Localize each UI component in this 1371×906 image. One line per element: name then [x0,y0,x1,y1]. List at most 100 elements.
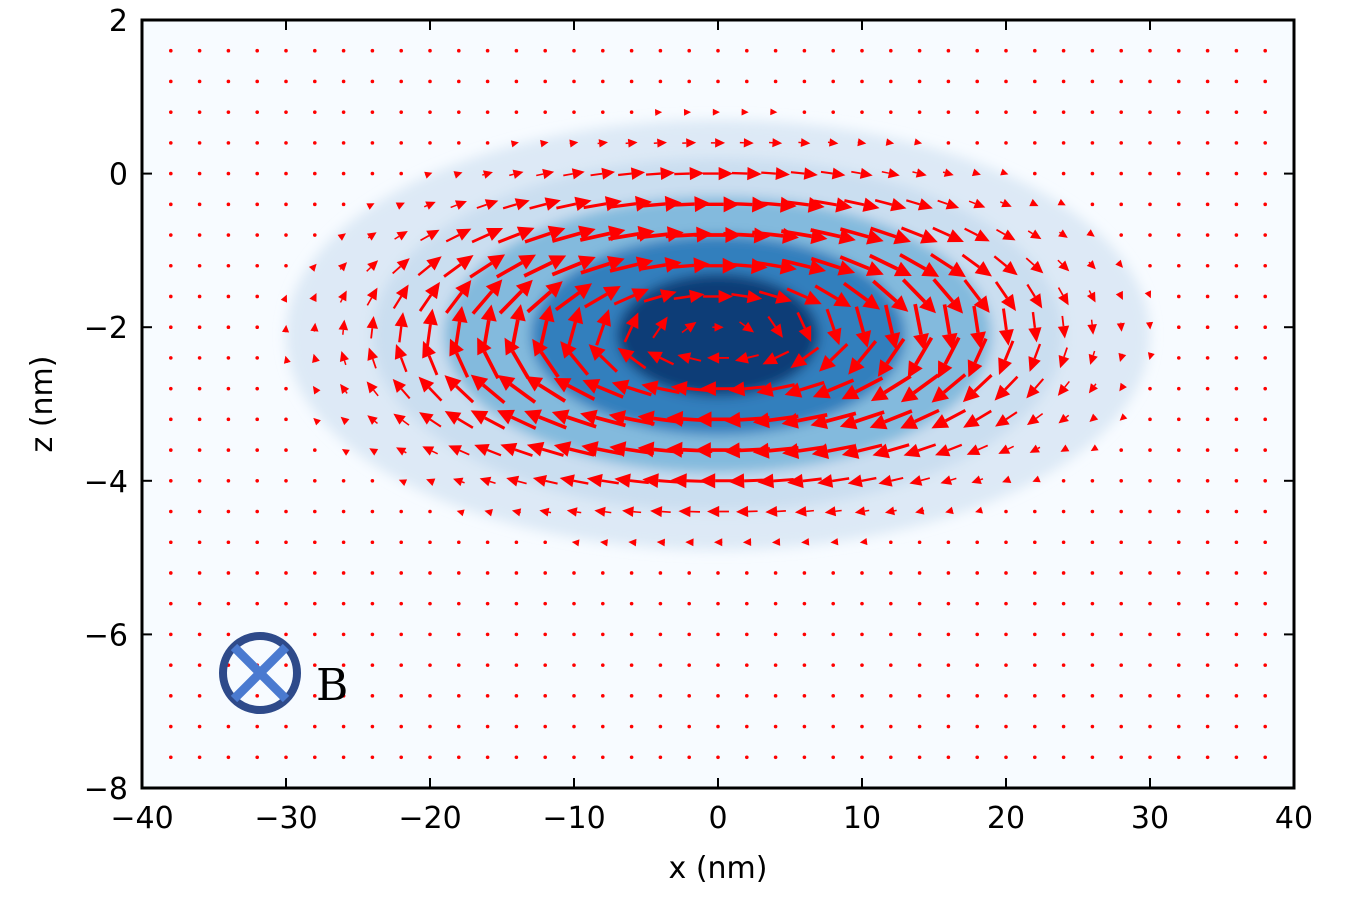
vector-arrow [641,380,680,396]
vector-arrow [611,195,652,212]
vector-dot [255,79,259,84]
vector-arrow [1002,475,1012,484]
vector-arrow [337,233,346,241]
vector-dot [1119,632,1123,637]
vector-dot [169,571,173,575]
vector-dot [889,663,893,667]
vector-dot [197,663,202,667]
vector-dot [1263,110,1267,114]
vector-dot [255,325,259,330]
vector-dot [1234,694,1239,698]
vector-dot [917,110,922,114]
vector-dot [1148,110,1152,114]
vector-dot [1061,540,1066,545]
vector-dot [860,601,864,606]
vector-arrow [830,538,839,546]
vector-dot [197,325,202,330]
vector-dot [946,632,951,637]
vector-dot [543,79,547,84]
vector-arrow [901,278,936,314]
vector-dot [226,601,231,606]
vector-arrow [786,287,822,305]
vector-arrow [869,409,913,430]
vector-arrow [857,138,867,147]
vector-dot [1004,509,1008,514]
vector-dot [1205,540,1210,545]
vector-dot [917,663,922,667]
vector-dot [745,755,749,760]
vector-dot [284,509,288,514]
vector-dot [946,141,951,145]
vector-dot [860,48,864,53]
vector-dot [457,110,461,114]
vector-dot [1119,694,1123,698]
vector-arrow [586,473,619,488]
vector-dot [543,601,547,606]
vector-arrow [966,444,989,455]
vector-arrow [932,278,964,314]
vector-dot [284,233,288,237]
vector-dot [1234,479,1239,483]
vector-dot [1177,448,1181,452]
vector-arrow [754,196,797,213]
vector-arrow [309,292,317,303]
vector-arrow [874,197,907,212]
vector-dot [1004,632,1008,637]
vector-dot [773,663,778,667]
vector-dot [1177,724,1181,729]
vector-dot [917,755,922,760]
vector-dot [341,79,346,84]
vector-arrow [682,138,697,148]
vector-arrow [712,322,724,332]
vector-dot [1205,356,1210,360]
vector-dot [1033,110,1037,114]
vector-dot [1263,724,1267,729]
vector-dot [1061,724,1066,729]
vector-dot [399,110,404,114]
vector-arrow [308,263,317,272]
vector-dot [1119,48,1123,53]
vector-dot [226,571,231,575]
vector-arrow [476,199,499,211]
vector-dot [1234,509,1239,514]
vector-dot [255,48,259,53]
vector-dot [1119,479,1123,483]
vector-dot [428,571,432,575]
vector-arrow [396,447,407,456]
vector-dot [1148,48,1152,53]
vector-arrow [998,444,1015,454]
vector-dot [485,540,490,545]
vector-dot [255,263,259,268]
vector-dot [226,509,231,514]
vector-dot [1033,663,1037,667]
vector-dot [1177,171,1181,176]
vector-arrow [900,226,938,244]
vector-dot [255,601,259,606]
vector-arrow [655,109,663,116]
vector-dot [543,571,547,575]
vector-arrow [482,170,493,179]
vector-dot [255,110,259,114]
vector-dot [457,141,461,145]
vector-dot [1234,663,1239,667]
vector-dot [917,571,922,575]
vector-dot [1148,540,1152,545]
vector-arrow [559,474,589,488]
vector-dot [658,663,663,667]
y-tick-label: −2 [84,311,128,346]
vector-dot [313,601,317,606]
vector-arrow [1086,229,1095,237]
vector-dot [1148,755,1152,760]
vector-dot [1148,663,1152,667]
vector-dot [1234,325,1239,330]
vector-dot [802,663,807,667]
vector-dot [745,724,749,729]
vector-dot [226,171,231,176]
vector-arrow [841,376,884,400]
vector-arrow [1058,413,1070,424]
vector-dot [1263,601,1267,606]
vector-dot [1061,755,1066,760]
vector-dot [831,601,835,606]
vector-arrow [583,196,622,212]
vector-dot [370,79,375,84]
